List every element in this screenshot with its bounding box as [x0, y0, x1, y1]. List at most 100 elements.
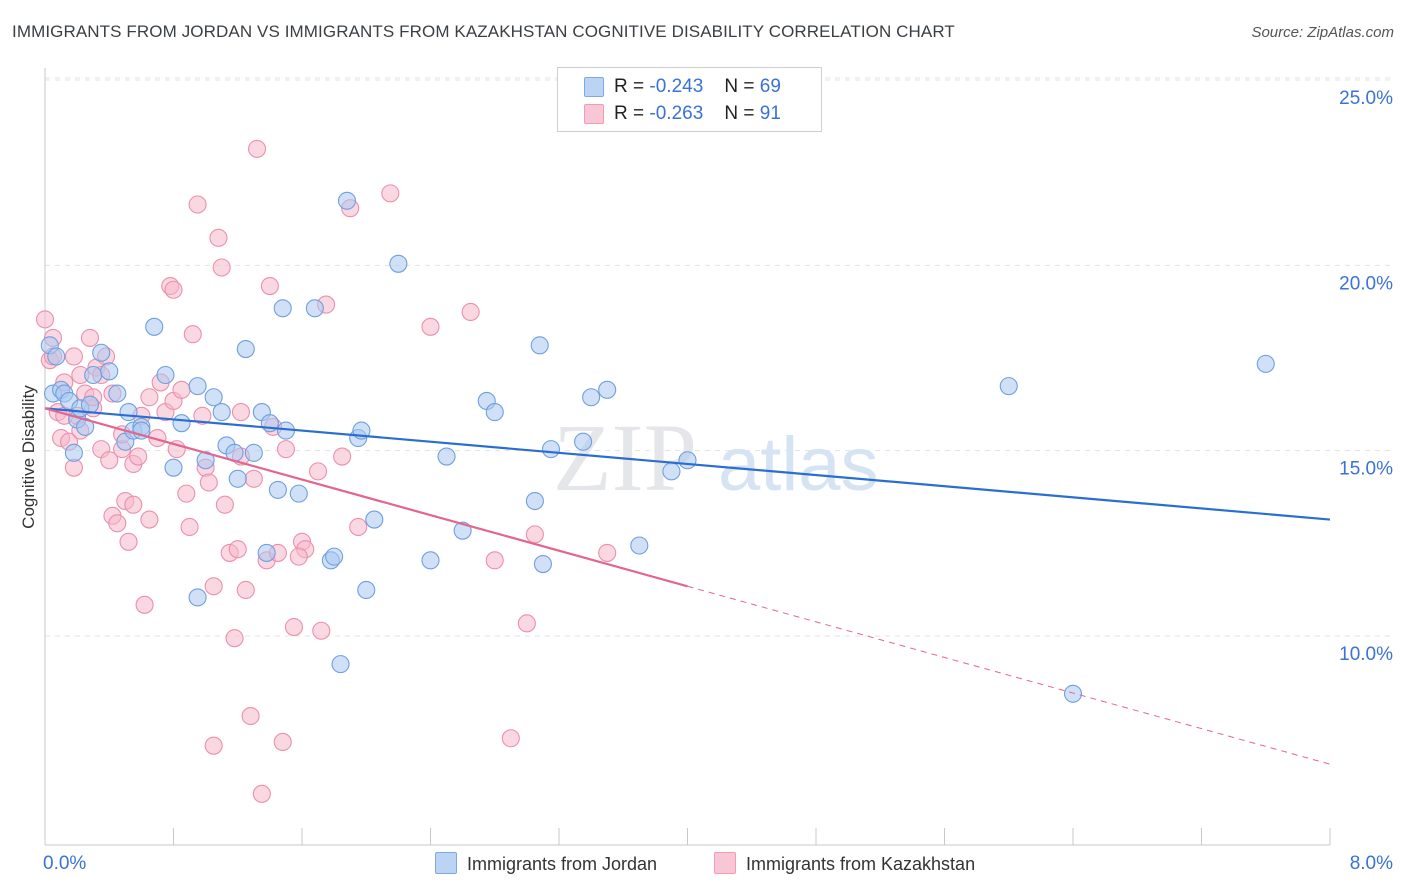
point-jordan: [92, 343, 111, 362]
point-jordan: [84, 365, 103, 385]
series-jordan-points: [40, 191, 1275, 703]
point-kazakhstan: [244, 469, 263, 488]
trend-line-jordan: [44, 407, 1331, 521]
point-jordan: [164, 458, 183, 477]
point-jordan: [357, 580, 376, 600]
point-kazakhstan: [199, 473, 218, 492]
point-kazakhstan: [188, 195, 207, 214]
point-jordan: [228, 469, 247, 488]
point-jordan: [325, 547, 344, 566]
point-jordan: [662, 462, 681, 481]
point-kazakhstan: [247, 139, 267, 158]
point-jordan: [389, 254, 408, 273]
point-jordan: [268, 480, 287, 499]
tick-labels: 10.0% 15.0% 20.0% 25.0% 0.0% 8.0%: [43, 88, 1393, 874]
point-kazakhstan: [228, 540, 247, 559]
point-jordan: [289, 484, 308, 503]
point-kazakhstan: [225, 629, 244, 648]
point-kazakhstan: [183, 325, 202, 344]
trend-lines: [44, 407, 1331, 765]
point-jordan: [678, 451, 697, 470]
point-kazakhstan: [501, 729, 520, 748]
point-jordan: [437, 447, 456, 466]
legend-n-value-jordan: 69: [759, 76, 781, 97]
point-jordan: [582, 388, 601, 407]
point-kazakhstan: [212, 258, 231, 277]
legend-n-label: N =: [724, 103, 755, 124]
point-kazakhstan: [236, 580, 255, 600]
point-jordan: [119, 403, 138, 422]
legend-r-value-kazakhstan: -0.263: [649, 103, 704, 124]
point-jordan: [257, 543, 276, 562]
bottom-legend-jordan: Immigrants from Jordan: [435, 852, 657, 875]
point-kazakhstan: [381, 184, 400, 203]
point-kazakhstan: [598, 543, 617, 562]
point-kazakhstan: [461, 302, 480, 322]
point-kazakhstan: [177, 484, 196, 503]
point-jordan: [533, 554, 552, 574]
watermark-atlas: atlas: [718, 422, 879, 507]
point-kazakhstan: [129, 447, 148, 466]
point-kazakhstan: [241, 706, 260, 726]
point-kazakhstan: [252, 784, 271, 803]
point-jordan: [598, 380, 617, 399]
trend-line-kazakhstan-dashed: [687, 585, 1331, 765]
point-kazakhstan: [333, 447, 352, 466]
y-tick-label: 10.0%: [1339, 644, 1393, 665]
point-kazakhstan: [100, 451, 119, 470]
legend-r-label: R =: [614, 76, 645, 97]
point-jordan: [541, 440, 561, 459]
legend-swatch-jordan: [584, 77, 604, 97]
point-kazakhstan: [209, 228, 228, 247]
y-tick-label: 20.0%: [1339, 273, 1393, 294]
point-jordan: [100, 362, 119, 381]
stats-legend: R = -0.243 N = 69 R = -0.263 N = 91: [557, 67, 822, 132]
point-kazakhstan: [64, 347, 83, 366]
point-jordan: [331, 655, 350, 674]
point-jordan: [47, 347, 66, 366]
axes: [44, 68, 1331, 846]
point-kazakhstan: [215, 495, 234, 514]
legend-n-value-kazakhstan: 91: [759, 103, 781, 124]
point-jordan: [204, 388, 223, 407]
y-axis-label: Cognitive Disability: [19, 385, 38, 529]
point-kazakhstan: [140, 388, 159, 407]
bottom-legend-jordan-label: Immigrants from Jordan: [467, 854, 658, 874]
point-jordan: [421, 551, 440, 570]
bottom-legend-kazakhstan-label: Immigrants from Kazakhstan: [746, 854, 976, 874]
legend-r-label: R =: [614, 103, 645, 124]
point-kazakhstan: [284, 618, 304, 637]
point-jordan: [145, 317, 164, 336]
point-jordan: [630, 536, 649, 555]
point-kazakhstan: [204, 577, 223, 596]
trend-line-kazakhstan: [44, 407, 688, 588]
point-kazakhstan: [517, 614, 536, 633]
point-kazakhstan: [485, 551, 504, 570]
point-kazakhstan: [172, 380, 191, 399]
point-kazakhstan: [140, 510, 159, 529]
point-jordan: [525, 491, 544, 511]
x-tick-label-min: 0.0%: [43, 853, 86, 874]
bottom-swatch-kazakhstan: [714, 852, 736, 874]
y-tick-label: 25.0%: [1339, 88, 1393, 109]
point-kazakhstan: [421, 317, 440, 336]
point-jordan: [305, 299, 324, 318]
point-jordan: [212, 403, 231, 422]
y-tick-label: 15.0%: [1339, 459, 1393, 480]
legend-swatch-kazakhstan: [584, 104, 604, 124]
point-jordan: [156, 365, 175, 385]
legend-r-value-jordan: -0.243: [649, 76, 704, 97]
legend-n-label: N =: [724, 76, 755, 97]
point-jordan: [236, 340, 255, 359]
point-jordan: [453, 521, 472, 540]
point-kazakhstan: [119, 532, 138, 551]
point-kazakhstan: [124, 495, 143, 514]
point-kazakhstan: [260, 276, 279, 296]
point-jordan: [80, 395, 100, 414]
point-kazakhstan: [312, 621, 331, 640]
point-jordan: [999, 377, 1018, 396]
point-jordan: [244, 443, 263, 462]
x-tick-label-max: 8.0%: [1350, 853, 1393, 874]
point-jordan: [108, 384, 127, 403]
